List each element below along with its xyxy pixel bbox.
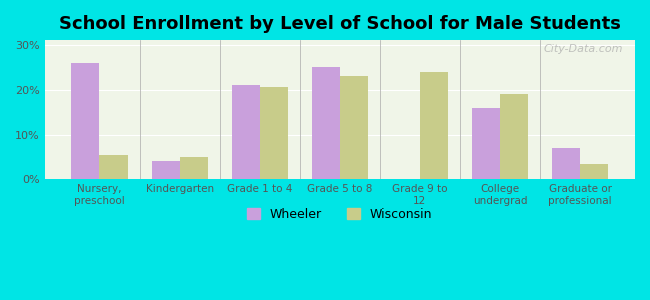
- Legend: Wheeler, Wisconsin: Wheeler, Wisconsin: [242, 203, 437, 226]
- Bar: [312, 67, 340, 179]
- Bar: [340, 76, 368, 179]
- Bar: [500, 94, 528, 179]
- Bar: [231, 85, 260, 179]
- Bar: [580, 164, 608, 179]
- Bar: [472, 107, 500, 179]
- Bar: [420, 72, 448, 179]
- Title: School Enrollment by Level of School for Male Students: School Enrollment by Level of School for…: [59, 15, 621, 33]
- Bar: [99, 155, 127, 179]
- Text: City-Data.com: City-Data.com: [543, 44, 623, 54]
- Bar: [179, 157, 207, 179]
- Bar: [260, 87, 288, 179]
- Bar: [72, 63, 99, 179]
- Bar: [552, 148, 580, 179]
- Bar: [151, 161, 179, 179]
